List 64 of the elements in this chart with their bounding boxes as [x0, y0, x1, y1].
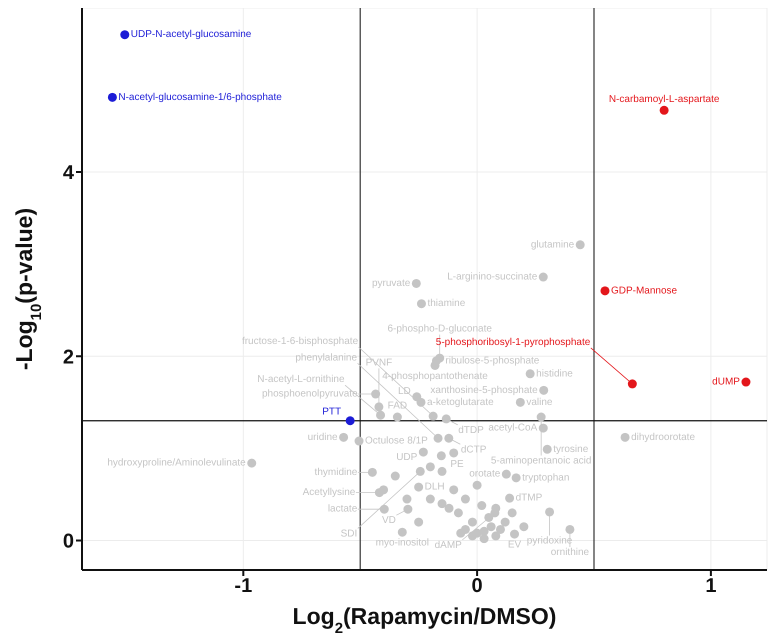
annotation: DLH	[424, 482, 445, 493]
annotation: GDP-Mannose	[610, 285, 678, 296]
annotation: dUMP	[712, 376, 740, 388]
annotation: LD	[398, 386, 411, 397]
x-tick-label: 1	[705, 575, 716, 598]
annotation: valine	[526, 396, 553, 408]
annotation: FAD	[388, 400, 408, 412]
annotation: histidine	[536, 368, 574, 380]
annotation: UDP	[396, 452, 418, 464]
annotation: L-arginino-succinate	[447, 272, 538, 283]
point	[741, 378, 750, 387]
point	[346, 416, 355, 426]
annotation: glutamine	[530, 239, 575, 250]
annotation: thymidine	[314, 466, 358, 478]
y-tick-label: 4	[62, 162, 75, 184]
point	[108, 92, 117, 102]
annotation: phenylalanine	[295, 352, 358, 364]
point	[628, 379, 637, 388]
annotation: dTDP	[458, 424, 484, 436]
annotation: SDI	[340, 528, 358, 540]
annotation: xanthosine-5-phosphate	[430, 384, 538, 396]
annotation: dihydroorotate	[631, 432, 696, 443]
annotation: PE	[450, 458, 464, 470]
annotation: N-carbamoyl-L-aspartate	[608, 94, 720, 105]
annotation: 5-phosphoribosyl-1-pyrophosphate	[436, 336, 591, 348]
annotation: VD	[382, 515, 396, 526]
annotation: PTT	[322, 406, 342, 418]
annotation: myo-inositol	[376, 538, 429, 549]
annotation: dAMP	[434, 540, 462, 551]
x-tick-label: 0	[472, 575, 483, 598]
annotation: hydroxyproline/Aminolevulinate	[107, 458, 246, 469]
annotation: Octulose 8/1P	[365, 436, 428, 447]
annotation: acetyl-CoA	[488, 422, 538, 434]
annotation: a-ketoglutarate	[426, 396, 494, 408]
annotation: ribulose-5-phosphate	[445, 355, 540, 366]
point	[600, 286, 610, 296]
annotation: pyruvate	[372, 278, 411, 289]
annotation: pyridoxine	[526, 535, 573, 546]
y-tick-label: 2	[62, 346, 74, 368]
annotation: 6-phospho-D-gluconate	[387, 324, 492, 335]
annotation: EV	[508, 540, 522, 551]
point	[120, 30, 130, 40]
annotation: PVNF	[366, 357, 392, 368]
annotation: ornithine	[550, 546, 590, 558]
y-tick-label: 0	[62, 530, 74, 553]
annotation: Acetyllysine	[302, 487, 356, 498]
point	[660, 106, 669, 115]
annotation: UDP-N-acetyl-glucosamine	[130, 29, 252, 40]
annotation: N-acetyl-glucosamine-1/6-phosphate	[118, 92, 282, 103]
annotation: orotate	[469, 468, 501, 480]
annotation: dTMP	[516, 492, 543, 504]
annotation: 4-phosphopantothenate	[382, 370, 488, 382]
annotation: phosphoenolpyruvate	[262, 388, 358, 400]
annotation: dCTP	[460, 444, 487, 456]
annotation: tyrosine	[553, 444, 589, 455]
annotation: thiamine	[427, 298, 466, 310]
x-axis-title: Log$_{2}$(Rapamycin/DMSO)	[292, 603, 556, 636]
annotation: tryptophan	[522, 472, 570, 484]
annotation: 5-aminopentanoic acid	[490, 456, 592, 467]
annotation: N-acetyl-L-ornithine	[257, 374, 345, 386]
annotation: uridine	[308, 432, 338, 443]
annotation: fructose-1-6-bisphosphate	[242, 336, 359, 348]
annotation: lactate	[328, 504, 358, 515]
x-tick-label: -1	[234, 575, 252, 598]
